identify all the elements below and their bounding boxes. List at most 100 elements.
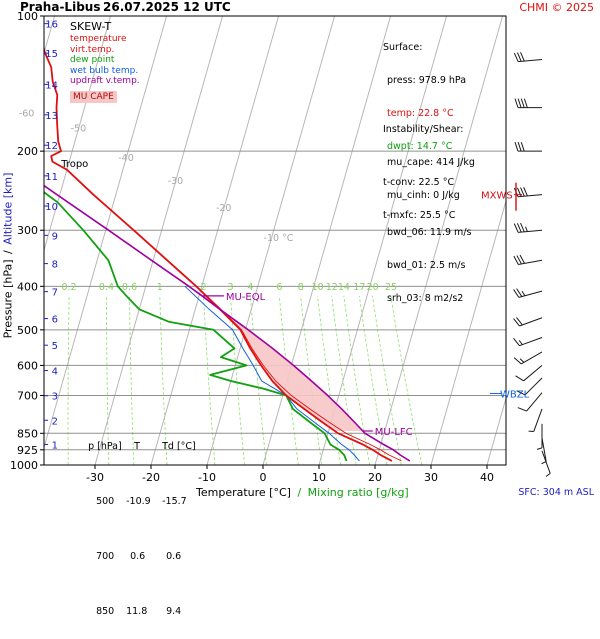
isotherm-label: -60 — [19, 109, 35, 120]
wind-barb — [518, 60, 542, 62]
altitude-tick-label: 15 — [45, 49, 58, 60]
table-cell: -15.7 — [162, 496, 187, 507]
sfc-height-label: SFC: 304 m ASL — [518, 487, 594, 498]
pressure-tick-label: 500 — [17, 324, 38, 337]
mixing-ratio-label: 8 — [298, 282, 304, 293]
wind-barb-half-feather — [522, 291, 525, 295]
legend-updraft: updraft v.temp. — [70, 76, 140, 87]
surface-title: Surface: — [383, 42, 466, 53]
x-axis-title: Temperature [°C] / Mixing ratio [g/kg] — [196, 486, 409, 499]
altitude-tick-label: 9 — [52, 231, 58, 242]
legend-dew-point: dew point — [70, 55, 140, 66]
mixing-ratio-label: 12 — [326, 282, 338, 293]
wind-barb-feather — [524, 187, 528, 196]
altitude-tick-label: 12 — [45, 141, 58, 152]
sounding-datetime: 26.07.2025 12 UTC — [103, 0, 231, 14]
wind-barb — [518, 230, 542, 232]
wind-barb-feather — [514, 338, 520, 345]
mixing-ratio-label: 0.4 — [99, 282, 114, 293]
station-name: Praha-Libus — [20, 0, 100, 14]
table-cell: 0.6 — [126, 551, 162, 562]
altitude-tick-label: 3 — [52, 392, 58, 403]
surface-pressure: press: 978.9 hPa — [383, 75, 466, 86]
table-cell: 700 — [96, 551, 126, 562]
table-header-td: Td [°C] — [162, 441, 196, 452]
wind-barb — [534, 409, 542, 432]
wind-barb-half-feather — [537, 448, 542, 450]
y-axis-altitude-label: Altitude [km] — [2, 173, 15, 245]
instability-mu-cinh: mu_cinh: 0 J/kg — [383, 190, 475, 201]
temperature-tick-label: 10 — [312, 471, 326, 484]
wind-barb-feather — [517, 223, 521, 232]
pressure-tick-label: 700 — [17, 389, 38, 402]
wind-barb-feather — [514, 53, 518, 62]
instability-panel: Instability/Shear: mu_cape: 414 J/kg mu_… — [383, 102, 475, 315]
table-header-t: T — [134, 441, 162, 452]
wind-barb-feather — [518, 142, 521, 151]
wind-barb-feather — [521, 223, 525, 232]
table-row: 500-10.9-15.7 — [76, 485, 196, 518]
pressure-tick-label: 600 — [17, 359, 38, 372]
y-axis-separator: / — [2, 250, 15, 254]
isotherm-label: -20 — [216, 203, 232, 214]
wind-barb-feather — [517, 53, 521, 62]
altitude-tick-label: 14 — [45, 80, 58, 91]
altitude-tick-label: 11 — [45, 172, 58, 183]
wind-barb — [518, 260, 542, 264]
temperature-tick-label: 40 — [480, 471, 494, 484]
wind-barb — [542, 451, 550, 474]
mixing-ratio-label: 6 — [276, 282, 282, 293]
pressure-tick-label: 1000 — [10, 459, 38, 472]
isotherm-label: -50 — [71, 123, 87, 134]
mixing-ratio-label: 14 — [338, 282, 350, 293]
wind-barb-half-feather — [520, 359, 524, 363]
wind-barb-feather — [518, 408, 527, 411]
temperature-tick-label: 0 — [260, 471, 267, 484]
isotherm-label: -40 — [118, 153, 134, 164]
mixing-ratio-label: 17 — [353, 282, 365, 293]
pressure-tick-label: 300 — [17, 224, 38, 237]
mixing-ratio-label: 2 — [201, 282, 207, 293]
mxws-label: MXWS — [481, 191, 513, 202]
credit-label: CHMI © 2025 — [519, 1, 594, 14]
altitude-tick-label: 10 — [45, 202, 58, 213]
mixing-ratio-label: 0.2 — [61, 282, 76, 293]
x-axis-separator: / — [297, 486, 301, 499]
altitude-tick-label: 16 — [45, 20, 58, 31]
wind-barb-feather — [521, 99, 524, 108]
table-cell: 0.6 — [162, 551, 181, 562]
temperature-tick-label: 20 — [368, 471, 382, 484]
tropopause-label: Tropo — [60, 159, 88, 170]
y-axis-pressure-label: Pressure [hPa] — [2, 259, 15, 338]
wind-barb-half-feather — [519, 340, 522, 344]
wind-barb — [519, 337, 542, 345]
table-cell: -10.9 — [126, 496, 162, 507]
mixing-ratio-label: 0.6 — [122, 282, 137, 293]
legend-title: SKEW-T — [70, 20, 140, 34]
instability-mu-cape: mu_cape: 414 J/kg — [383, 157, 475, 168]
wind-barb-feather — [516, 376, 524, 381]
instability-bwd01: bwd_01: 2.5 m/s — [383, 260, 475, 271]
wind-barb-feather — [514, 224, 518, 233]
wind-barb — [524, 365, 542, 380]
table-cell: 850 — [96, 606, 126, 617]
altitude-tick-label: 8 — [52, 260, 58, 271]
temperature-tick-label: 30 — [424, 471, 438, 484]
altitude-tick-label: 1 — [52, 440, 58, 451]
legend-mu-cape: MU CAPE — [70, 91, 117, 104]
altitude-tick-label: 5 — [52, 341, 58, 352]
altitude-tick-label: 13 — [45, 111, 58, 122]
mixing-ratio-label: 10 — [312, 282, 324, 293]
altitude-tick-label: 7 — [52, 288, 58, 299]
altitude-tick-label: 6 — [52, 315, 58, 326]
wind-barb-feather — [517, 188, 521, 197]
wind-barbs — [514, 52, 551, 476]
wind-barb-feather — [524, 99, 527, 108]
pressure-tick-label: 400 — [17, 280, 38, 293]
wind-barb — [519, 318, 542, 326]
temperature-tick-label: -10 — [198, 471, 216, 484]
isotherm-label: -30 — [168, 176, 184, 187]
pressure-tick-label: 925 — [17, 444, 38, 457]
